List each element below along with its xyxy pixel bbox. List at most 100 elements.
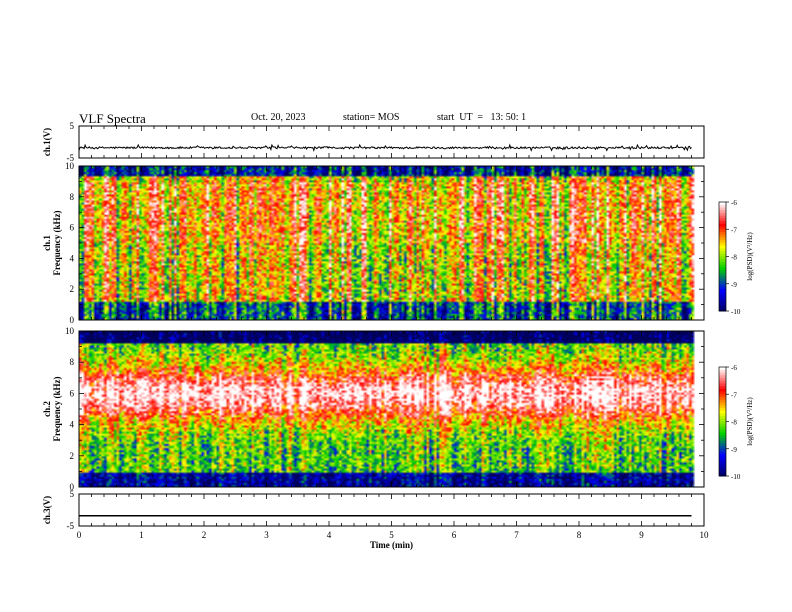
y-tick-label: 0 xyxy=(70,482,75,492)
colorbar-swatch xyxy=(719,386,726,390)
colorbar-tick-label: -7 xyxy=(731,226,737,234)
colorbar-swatch xyxy=(719,459,726,463)
colorbar-swatch xyxy=(719,465,726,469)
colorbar-swatch xyxy=(719,270,726,274)
colorbar-swatch xyxy=(719,424,726,428)
colorbar-tick-label: -6 xyxy=(731,364,737,372)
colorbar-swatch xyxy=(719,210,726,214)
colorbar-swatch xyxy=(719,443,726,447)
colorbar-swatch xyxy=(719,253,726,257)
y-tick-label: 5 xyxy=(70,121,75,131)
colorbar-swatch xyxy=(719,242,726,247)
colorbar-swatch xyxy=(719,380,726,384)
colorbar-swatch xyxy=(719,391,726,395)
y-tick-label: 2 xyxy=(70,451,75,461)
colorbar-swatch xyxy=(719,377,726,382)
ch1-spectrogram-ylabel: ch.1 xyxy=(42,235,52,251)
spectrogram-image-1 xyxy=(79,166,704,320)
x-tick-label: 9 xyxy=(639,530,644,540)
colorbar-swatch xyxy=(719,413,726,417)
colorbar-swatch xyxy=(719,405,726,409)
colorbar-swatch xyxy=(719,470,726,474)
colorbar-swatch xyxy=(719,291,726,296)
colorbar-swatch xyxy=(719,267,726,271)
colorbar-swatch xyxy=(719,234,726,238)
x-tick-label: 7 xyxy=(514,530,519,540)
colorbar-tick-label: -6 xyxy=(731,199,737,207)
ch2-spectrogram-ylabel: ch.2 xyxy=(42,401,52,417)
ch1-spectrogram-ylabel: Frequency (kHz) xyxy=(52,210,62,275)
x-tick-label: 10 xyxy=(700,530,710,540)
colorbar-swatch xyxy=(719,302,726,307)
spectrogram-image-2 xyxy=(79,331,704,487)
chart-title: VLF Spectra xyxy=(79,111,146,126)
colorbar-swatch xyxy=(719,462,726,466)
colorbar-swatch xyxy=(719,229,726,233)
colorbar-swatch xyxy=(719,256,726,260)
y-tick-label: 2 xyxy=(70,284,75,294)
colorbar-tick-label: -10 xyxy=(731,308,741,316)
waveform-line-1 xyxy=(78,143,692,153)
colorbar-swatch xyxy=(719,451,726,455)
colorbar-swatch xyxy=(719,454,726,458)
colorbar-swatch xyxy=(719,388,726,393)
y-tick-label: 0 xyxy=(70,315,75,325)
colorbar-swatch xyxy=(719,473,726,477)
colorbar-swatch xyxy=(719,426,726,431)
colorbar-swatch xyxy=(719,251,726,255)
y-tick-label: 4 xyxy=(70,253,75,263)
colorbar-swatch xyxy=(719,248,726,252)
colorbar-swatch xyxy=(719,297,726,301)
x-tick-label: 0 xyxy=(77,530,82,540)
y-tick-label: 6 xyxy=(70,223,75,233)
x-tick-label: 4 xyxy=(327,530,332,540)
colorbar-swatch xyxy=(719,429,726,433)
y-tick-label: 10 xyxy=(65,326,75,336)
colorbar-swatch xyxy=(719,432,726,436)
y-tick-label: 10 xyxy=(65,161,75,171)
colorbar-swatch xyxy=(719,467,726,472)
y-tick-label: -5 xyxy=(67,521,75,531)
colorbar-swatch xyxy=(719,394,726,398)
colorbar-swatch xyxy=(719,218,726,222)
y-tick-label: 4 xyxy=(70,420,75,430)
colorbar-tick-label: -8 xyxy=(731,254,737,262)
y-tick-label: -5 xyxy=(67,153,75,163)
colorbar-tick-label: -7 xyxy=(731,391,737,399)
colorbar-swatch xyxy=(719,375,726,379)
colorbar-swatch xyxy=(719,281,726,285)
ch2-spectrogram-ylabel: Frequency (kHz) xyxy=(52,376,62,441)
x-tick-label: 6 xyxy=(452,530,457,540)
colorbar-swatch xyxy=(719,399,726,403)
colorbar-swatch xyxy=(719,402,726,406)
colorbar-swatch xyxy=(719,421,726,425)
start-time-label: start UT = 13: 50: 1 xyxy=(437,112,527,123)
colorbar-swatch xyxy=(719,221,726,225)
colorbar-swatch xyxy=(719,259,726,263)
colorbar-swatch xyxy=(719,202,726,206)
colorbar-swatch xyxy=(719,212,726,217)
date-label: Oct. 20, 2023 xyxy=(251,112,306,123)
colorbar-swatch xyxy=(719,240,726,244)
y-tick-label: 6 xyxy=(70,388,75,398)
x-tick-label: 3 xyxy=(264,530,269,540)
x-axis-label: Time (min) xyxy=(370,540,413,550)
ch1-waveform-ylabel: ch.1(V) xyxy=(42,128,52,156)
colorbar-swatch xyxy=(719,264,726,268)
x-tick-label: 1 xyxy=(139,530,144,540)
colorbar-swatch xyxy=(719,278,726,282)
colorbar-swatch xyxy=(719,383,726,387)
colorbar-swatch xyxy=(719,456,726,461)
colorbar-swatch xyxy=(719,448,726,452)
colorbar-swatch xyxy=(719,231,726,236)
colorbar-swatch xyxy=(719,223,726,228)
colorbar-swatch xyxy=(719,440,726,444)
colorbar-swatch xyxy=(719,207,726,211)
colorbar-swatch xyxy=(719,367,726,371)
colorbar-swatch xyxy=(719,446,726,450)
colorbar-swatch xyxy=(719,215,726,219)
x-tick-label: 8 xyxy=(577,530,582,540)
y-tick-label: 5 xyxy=(70,489,75,499)
colorbar-swatch xyxy=(719,372,726,376)
ch3-waveform-ylabel: ch.3(V) xyxy=(42,496,52,524)
